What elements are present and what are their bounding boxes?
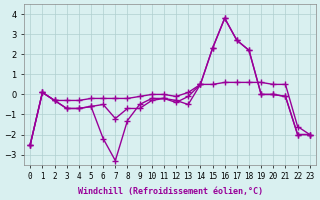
X-axis label: Windchill (Refroidissement éolien,°C): Windchill (Refroidissement éolien,°C) (77, 187, 262, 196)
